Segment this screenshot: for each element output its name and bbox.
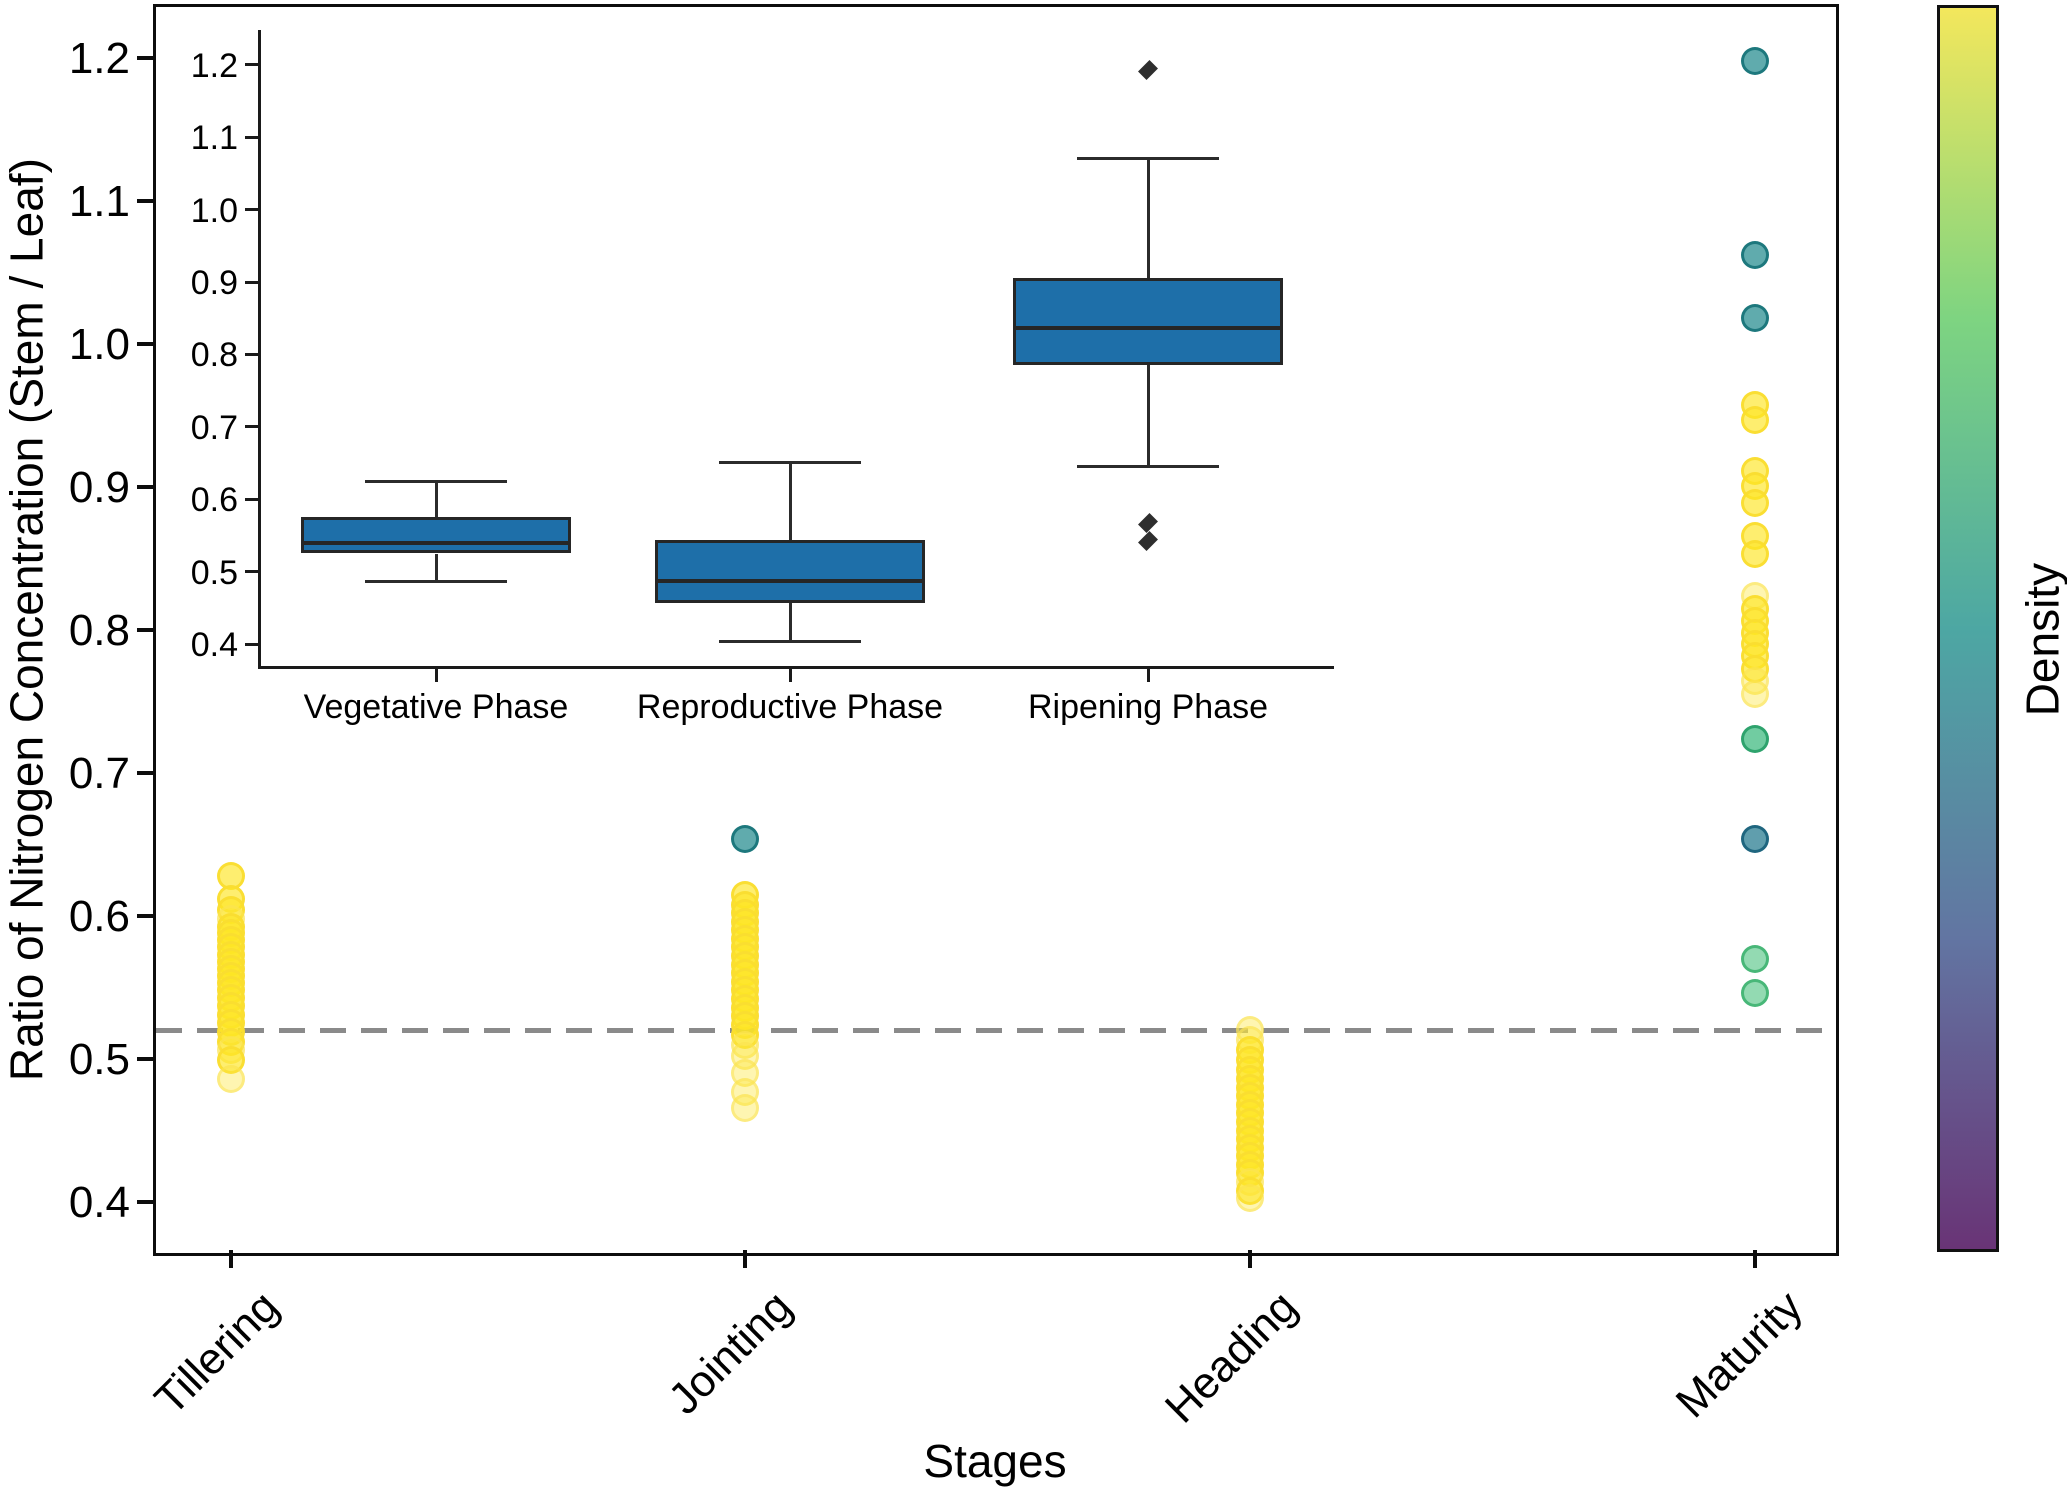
inset-y-tick-mark: [245, 135, 258, 139]
scatter-point: [731, 1093, 759, 1122]
boxplot-whisker-lower: [434, 553, 438, 581]
inset-y-tick-label: 0.7: [190, 408, 238, 447]
y-tick-mark: [137, 342, 153, 346]
y-tick-mark: [137, 56, 153, 60]
scatter-point: [1741, 405, 1769, 434]
inset-x-tick-label: Vegetative Phase: [303, 688, 569, 726]
y-tick-label: 1.2: [68, 34, 130, 83]
inset-x-tick-mark: [434, 669, 438, 682]
inset-y-tick-mark: [245, 208, 258, 212]
inset-y-tick-label: 0.6: [190, 481, 238, 520]
scatter-point: [1741, 46, 1769, 75]
inset-y-tick-label: 0.8: [190, 336, 238, 375]
inset-x-tick-label: Reproductive Phase: [636, 688, 944, 726]
x-tick-label: Maturity: [1666, 1281, 1812, 1428]
inset-y-tick-label: 0.4: [190, 626, 238, 664]
x-tick-mark: [1248, 1250, 1252, 1268]
scatter-point: [731, 824, 759, 853]
y-tick-mark: [137, 628, 153, 632]
inset-y-tick-mark: [245, 63, 258, 67]
inset-y-tick-mark: [245, 425, 258, 429]
boxplot-box: [301, 516, 571, 554]
boxplot-cap-upper: [1077, 157, 1219, 161]
y-tick-mark: [137, 914, 153, 918]
scatter-point: [1741, 304, 1769, 333]
inset-y-tick-label: 0.5: [190, 553, 238, 592]
scatter-point: [1741, 488, 1769, 517]
boxplot-cap-lower: [1077, 465, 1219, 469]
y-tick-label: 0.9: [68, 463, 130, 512]
inset-y-tick-label: 1.1: [190, 119, 238, 158]
boxplot-median: [658, 579, 922, 583]
main-plot-area: [153, 4, 1839, 1256]
boxplot-whisker-lower: [788, 602, 792, 642]
scatter-point: [1236, 1183, 1264, 1212]
scatter-point: [1741, 540, 1769, 569]
inset-x-tick-mark: [1146, 669, 1150, 682]
boxplot-box: [655, 540, 925, 603]
boxplot-box: [1013, 278, 1283, 365]
inset-y-tick-mark: [245, 642, 258, 646]
inset-plot-area: [258, 30, 1334, 669]
scatter-point: [1741, 979, 1769, 1008]
inset-y-tick-label: 1.0: [190, 191, 238, 230]
scatter-point: [1741, 680, 1769, 709]
boxplot-cap-upper: [365, 479, 507, 483]
inset-y-tick-mark: [245, 352, 258, 356]
boxplot-whisker-upper: [788, 462, 792, 541]
boxplot-cap-upper: [719, 460, 861, 464]
scatter-point: [1741, 824, 1769, 853]
x-tick-mark: [743, 1250, 747, 1268]
x-tick-mark: [229, 1250, 233, 1268]
density-colorbar: [1937, 5, 1999, 1252]
inset-x-tick-mark: [788, 669, 792, 682]
colorbar-title: Density: [2016, 562, 2067, 717]
y-tick-label: 0.5: [68, 1035, 130, 1084]
y-tick-label: 0.4: [68, 1178, 130, 1227]
y-tick-label: 1.0: [68, 320, 130, 369]
inset-y-tick-mark: [245, 570, 258, 574]
scatter-point: [1741, 724, 1769, 753]
y-tick-label: 0.7: [68, 749, 130, 798]
y-tick-label: 1.1: [68, 177, 130, 226]
y-tick-mark: [137, 1057, 153, 1061]
x-axis-title: Stages: [923, 1435, 1067, 1487]
inset-y-tick-label: 1.2: [190, 46, 238, 85]
x-tick-label: Heading: [1155, 1281, 1307, 1433]
inset-y-tick-mark: [245, 497, 258, 501]
reference-dashed-line: [156, 1028, 1833, 1034]
y-tick-label: 0.8: [68, 606, 130, 655]
y-tick-label: 0.6: [68, 892, 130, 941]
y-tick-mark: [137, 1200, 153, 1204]
boxplot-cap-lower: [365, 579, 507, 583]
boxplot-whisker-upper: [434, 481, 438, 517]
x-tick-label: Tillering: [145, 1281, 288, 1425]
x-tick-label: Jointing: [659, 1281, 802, 1424]
y-tick-mark: [137, 199, 153, 203]
boxplot-whisker-lower: [1146, 364, 1150, 467]
inset-x-tick-label: Ripening Phase: [1027, 688, 1269, 726]
scatter-point: [1741, 944, 1769, 973]
boxplot-median: [1016, 326, 1280, 331]
x-tick-mark: [1753, 1250, 1757, 1268]
scatter-point: [1741, 241, 1769, 270]
scatter-point: [217, 1065, 245, 1094]
boxplot-cap-lower: [719, 639, 861, 643]
inset-y-tick-mark: [245, 280, 258, 284]
inset-y-tick-label: 0.9: [190, 264, 238, 302]
boxplot-median: [304, 540, 568, 545]
boxplot-whisker-upper: [1146, 158, 1150, 279]
y-tick-mark: [137, 771, 153, 775]
y-tick-mark: [137, 485, 153, 489]
